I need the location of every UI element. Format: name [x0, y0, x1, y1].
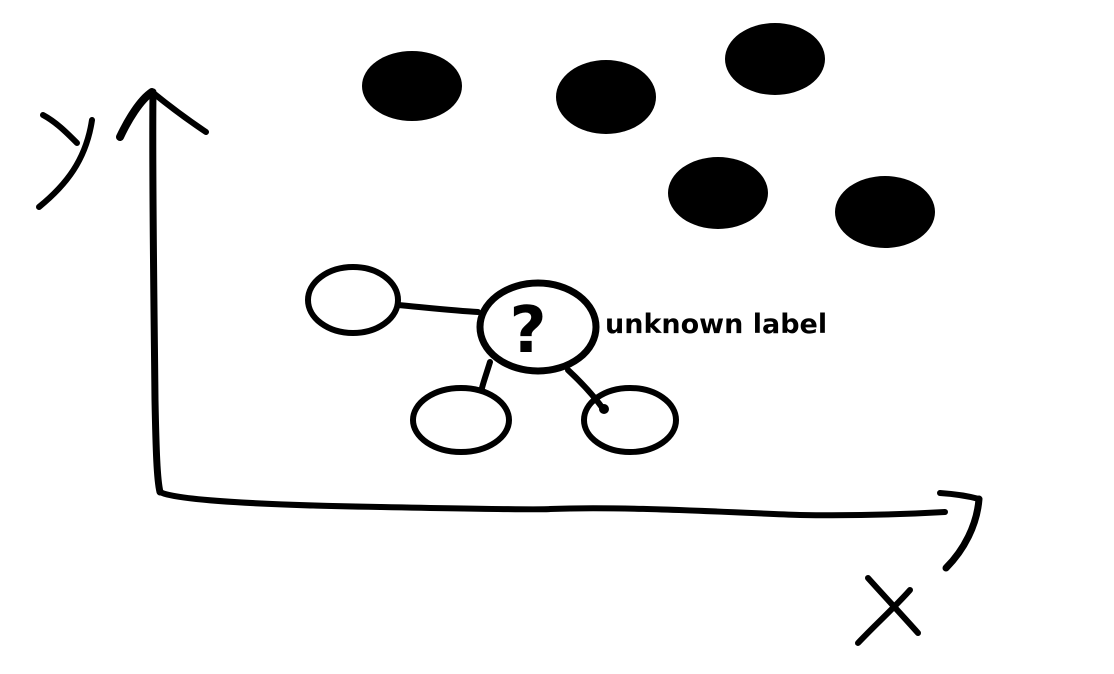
filled-point: [835, 176, 935, 248]
filled-class-points: [362, 23, 935, 248]
filled-point: [362, 51, 462, 121]
neighbor-link-end: [599, 404, 609, 414]
filled-point: [668, 157, 768, 229]
neighbor-link: [479, 359, 493, 391]
x-axis: [157, 489, 983, 572]
query-symbol: ?: [509, 294, 546, 368]
x-axis-label: [855, 575, 921, 646]
neighbor-link: [565, 367, 607, 413]
y-axis: [116, 88, 209, 496]
hollow-class-points: [305, 264, 679, 455]
filled-point: [556, 60, 656, 134]
query-circle: [476, 279, 600, 375]
filled-point: [725, 23, 825, 95]
hollow-point: [581, 385, 679, 455]
hollow-point: [305, 264, 401, 336]
query-annotation: unknown label: [605, 309, 827, 340]
neighbor-links: [395, 302, 609, 414]
hollow-point: [410, 385, 512, 455]
y-axis-label: [36, 112, 95, 210]
neighbor-link: [395, 302, 481, 315]
query-point: ?: [476, 279, 600, 375]
